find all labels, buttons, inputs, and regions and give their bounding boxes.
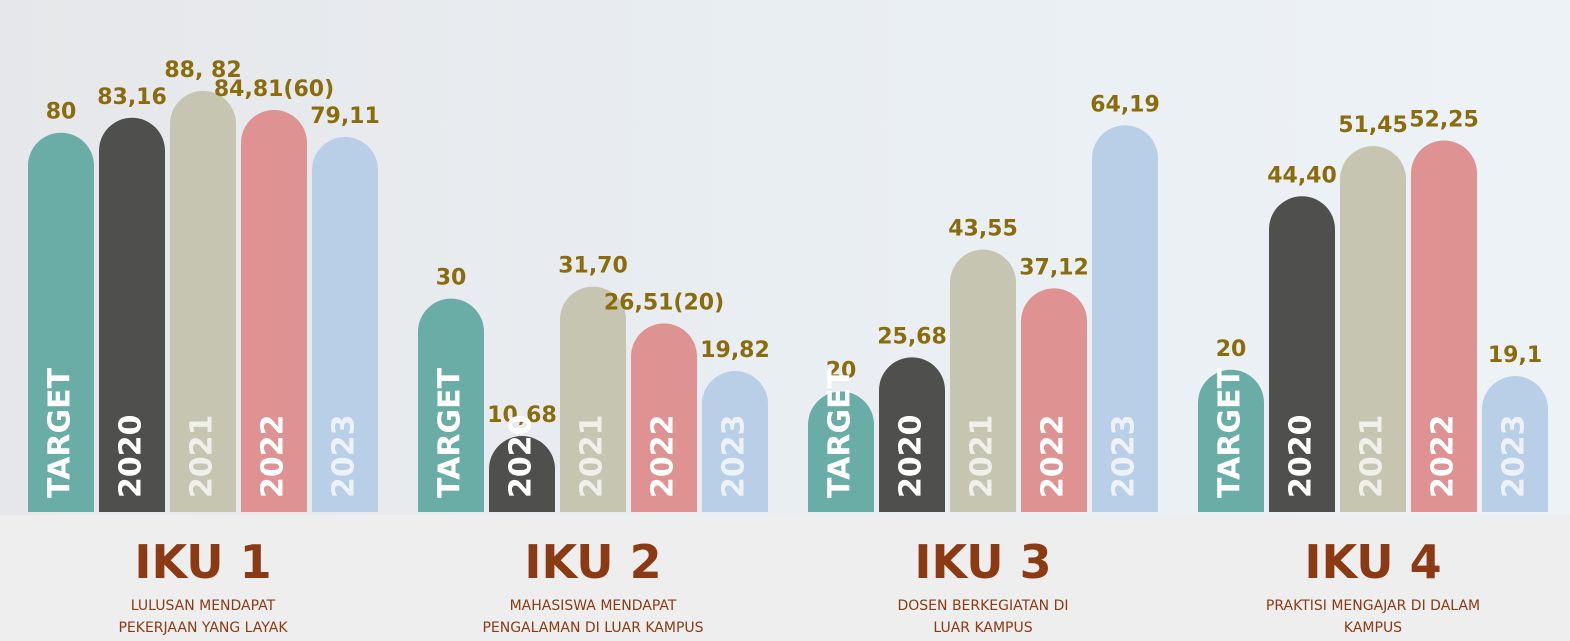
bar-category-label: TARGET [43, 367, 78, 498]
bar [312, 136, 378, 512]
group-subtitle: PENGALAMAN DI LUAR KAMPUS [482, 620, 703, 636]
bar-category-label: 2021 [965, 415, 1000, 499]
value-label: 10,68 [487, 403, 557, 428]
group-subtitle: DOSEN BERKEGIATAN DI [897, 598, 1068, 614]
bar-category-label: 2022 [1426, 415, 1461, 499]
value-label: 20 [1216, 337, 1247, 362]
group-title: IKU 1 [134, 535, 271, 589]
value-label: 31,70 [558, 254, 628, 279]
bar-category-label: 2021 [1355, 415, 1390, 499]
bar [1411, 140, 1477, 512]
bar [631, 323, 697, 512]
bar-category-label: TARGET [1213, 367, 1248, 498]
bar [418, 298, 484, 512]
group-subtitle: MAHASISWA MENDAPAT [510, 598, 677, 614]
value-label: 80 [46, 100, 77, 125]
bar-category-label: 2020 [504, 415, 539, 499]
bar-category-label: 2021 [185, 415, 220, 499]
group-title: IKU 3 [914, 535, 1051, 589]
value-label: 43,55 [948, 217, 1018, 242]
bar [879, 357, 945, 512]
value-label: 79,11 [310, 104, 380, 129]
bar [1482, 376, 1548, 512]
group-subtitle: PEKERJAAN YANG LAYAK [118, 620, 288, 636]
bar-category-label: 2020 [114, 415, 149, 499]
value-label: 37,12 [1019, 255, 1089, 280]
bar [950, 249, 1016, 512]
bar-category-label: 2021 [575, 415, 610, 499]
value-label: 44,40 [1267, 163, 1337, 188]
bar-category-label: TARGET [433, 367, 468, 498]
value-label: 19,1 [1488, 343, 1542, 368]
value-label: 64,19 [1090, 92, 1160, 117]
bar-category-label: 2020 [1284, 415, 1319, 499]
bar-category-label: 2022 [646, 415, 681, 499]
value-label: 52,25 [1409, 107, 1479, 132]
group-title: IKU 2 [524, 535, 661, 589]
bar-category-label: 2022 [1036, 415, 1071, 499]
bar [241, 109, 307, 512]
value-label: 19,82 [700, 338, 770, 363]
group-subtitle: KAMPUS [1344, 620, 1402, 636]
bar [1021, 288, 1087, 512]
bar [1092, 125, 1158, 512]
bar [1269, 196, 1335, 513]
bar [170, 90, 236, 512]
bar-category-label: 2020 [894, 415, 929, 499]
bar-category-label: TARGET [823, 367, 858, 498]
value-label: 20 [826, 359, 857, 384]
bar [489, 436, 555, 512]
group-subtitle: PRAKTISI MENGAJAR DI DALAM [1266, 598, 1480, 614]
bar [28, 132, 94, 513]
value-label: 88, 82 [164, 58, 241, 83]
group-title: IKU 4 [1304, 535, 1441, 589]
bar-category-label: 2022 [256, 415, 291, 499]
group-subtitle: LUAR KAMPUS [933, 620, 1032, 636]
value-label: 30 [436, 266, 467, 291]
bar [808, 391, 874, 512]
footer-band [0, 515, 1570, 641]
group-subtitle: LULUSAN MENDAPAT [131, 598, 276, 614]
value-label: 26,51(20) [604, 290, 724, 315]
bar [1340, 146, 1406, 512]
bar [1198, 369, 1264, 512]
value-label: 84,81(60) [214, 77, 334, 102]
bar [99, 117, 165, 512]
bar-category-label: 2023 [717, 415, 752, 499]
bar [560, 286, 626, 512]
value-label: 83,16 [97, 85, 167, 110]
bar [702, 371, 768, 512]
bar-category-label: 2023 [1107, 415, 1142, 499]
bar-category-label: 2023 [327, 415, 362, 499]
value-label: 51,45 [1338, 113, 1408, 138]
bar-category-label: 2023 [1497, 415, 1532, 499]
value-label: 25,68 [877, 324, 947, 349]
